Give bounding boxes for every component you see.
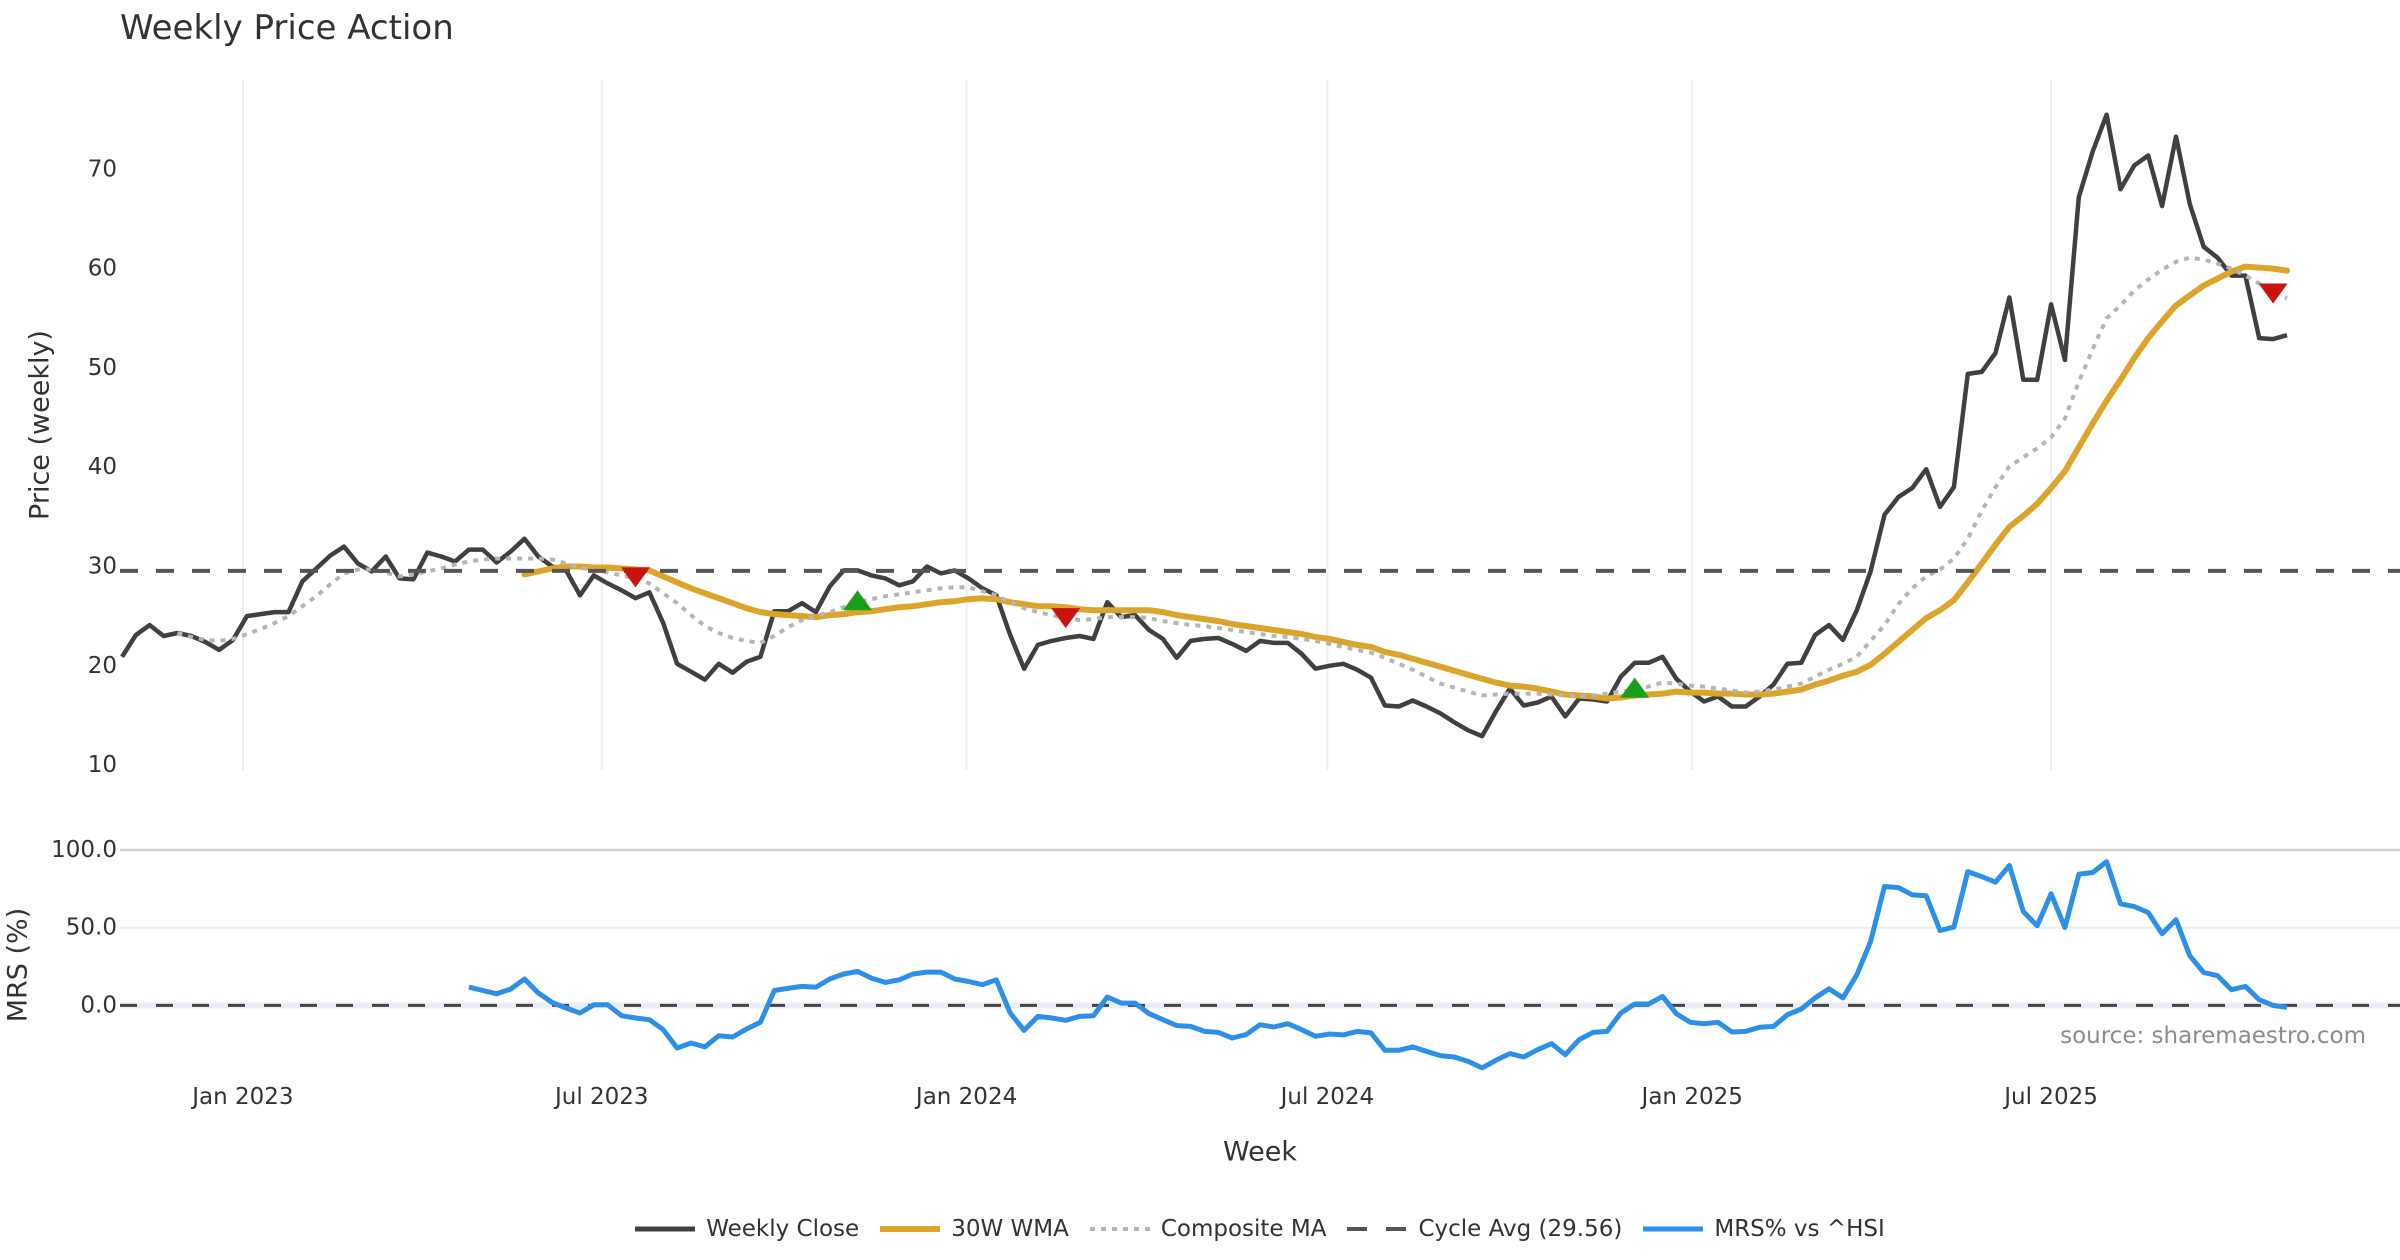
legend-item-mrs[interactable]: MRS% vs ^HSI	[1643, 1216, 1885, 1242]
legend-swatch-mrs	[1643, 1226, 1704, 1232]
price-y-tick-label: 60	[88, 256, 117, 282]
composite-ma-line	[176, 255, 2288, 699]
mrs-y-tick-label: 50.0	[66, 915, 117, 941]
tick-labels: Jan 2023 Jul 2023 Jan 2024 Jul 2024 Jan 2025…	[51, 156, 2098, 1110]
legend-swatch-30w-wma	[880, 1226, 941, 1232]
x-tick-label: Jul 2024	[1279, 1084, 1375, 1110]
sell-signal-marker	[2258, 283, 2288, 304]
x-tick-label: Jan 2025	[1640, 1084, 1743, 1110]
legend-label-composite-ma: Composite MA	[1160, 1216, 1327, 1242]
legend-swatch-composite-ma	[1089, 1227, 1150, 1231]
mrs-y-tick-label: 0.0	[80, 992, 117, 1018]
legend-item-cycle-avg[interactable]: Cycle Avg (29.56)	[1347, 1216, 1622, 1242]
legend-swatch-cycle-avg	[1347, 1227, 1408, 1231]
x-tick-label: Jul 2025	[2002, 1084, 2098, 1110]
price-y-tick-label: 70	[88, 156, 117, 182]
legend-label-30w-wma: 30W WMA	[951, 1216, 1069, 1242]
source-annotation: source: sharemaestro.com	[2060, 1023, 2366, 1049]
x-tick-label: Jan 2024	[914, 1084, 1017, 1110]
legend-label-weekly-close: Weekly Close	[706, 1216, 860, 1242]
legend-label-mrs: MRS% vs ^HSI	[1714, 1216, 1885, 1242]
x-tick-label: Jan 2023	[190, 1084, 293, 1110]
gridlines	[120, 80, 2400, 1009]
buy-signal-marker	[1620, 677, 1650, 698]
chart-title: Weekly Price Action	[120, 8, 454, 48]
legend-label-cycle-avg: Cycle Avg (29.56)	[1418, 1216, 1623, 1242]
legend-item-30w-wma[interactable]: 30W WMA	[880, 1216, 1069, 1242]
x-axis-title: Week	[1223, 1136, 1297, 1168]
buy-signal-marker	[843, 590, 872, 611]
legend-item-weekly-close[interactable]: Weekly Close	[635, 1216, 859, 1242]
weekly-close-line	[120, 112, 2288, 739]
price-y-tick-label: 40	[88, 454, 117, 480]
legend-swatch-weekly-close	[635, 1226, 696, 1232]
price-y-tick-label: 50	[88, 355, 117, 381]
series-layer	[120, 112, 2400, 1071]
sell-signal-marker	[1051, 608, 1081, 629]
sell-signal-marker	[621, 567, 650, 588]
mrs-axis-title: MRS (%)	[2, 907, 34, 1023]
price-y-tick-label: 10	[88, 752, 117, 778]
mrs-y-tick-label: 100.0	[51, 837, 117, 863]
legend: Weekly Close 30W WMA Composite MA Cycle …	[120, 1216, 2400, 1242]
wma-30w-line	[521, 263, 2290, 702]
legend-item-composite-ma[interactable]: Composite MA	[1089, 1216, 1327, 1242]
mrs-line	[468, 859, 2288, 1071]
price-axis-title: Price (weekly)	[24, 330, 56, 520]
x-tick-label: Jul 2023	[553, 1084, 649, 1110]
price-y-tick-label: 30	[88, 553, 117, 579]
signal-markers	[621, 283, 2288, 698]
price-y-tick-label: 20	[88, 653, 117, 679]
